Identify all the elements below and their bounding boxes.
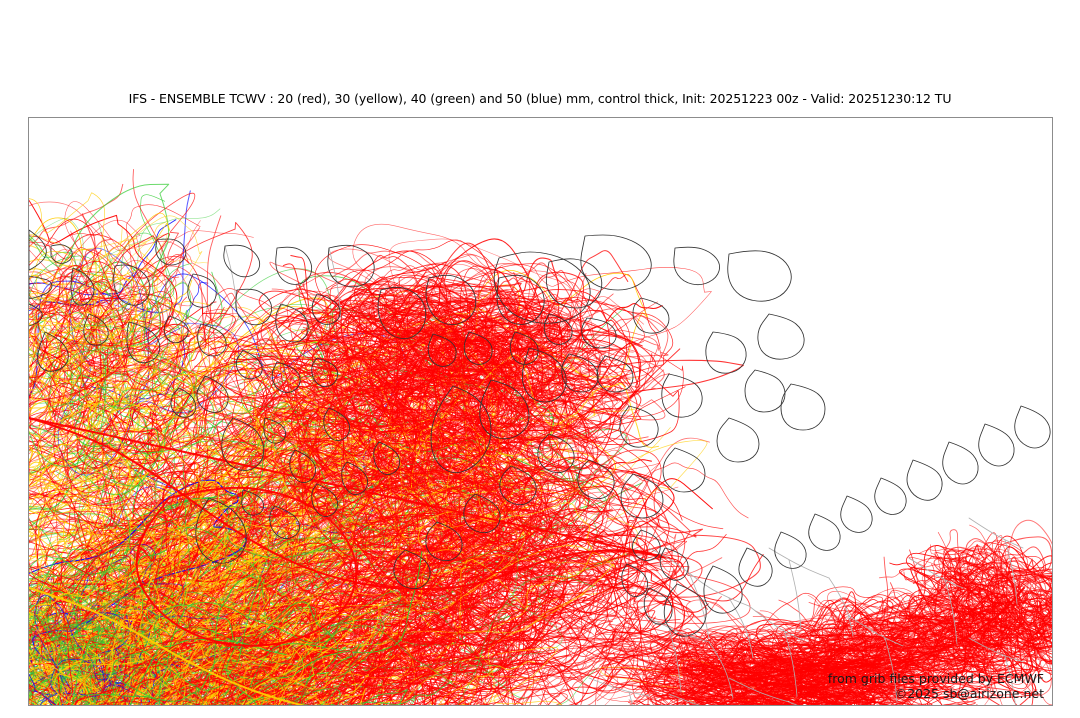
coastline-path <box>943 442 978 484</box>
page-title: IFS - ENSEMBLE TCWV : 20 (red), 30 (yell… <box>0 91 1080 106</box>
country-border-path <box>789 560 801 630</box>
coastline-path <box>907 460 942 500</box>
coastline-path <box>775 532 806 569</box>
coastline-path <box>717 418 759 462</box>
coastline-path <box>875 478 906 515</box>
coastline-path <box>674 247 720 284</box>
coastline-path <box>809 514 840 551</box>
country-border-path <box>225 246 237 310</box>
coastline-path <box>663 448 705 492</box>
country-border-path <box>769 548 829 578</box>
ensemble-contours-layer <box>29 165 1052 705</box>
coastline-path <box>781 384 825 430</box>
coastline-path <box>758 314 804 359</box>
coastline-path <box>728 251 792 301</box>
coastline-path <box>662 374 702 417</box>
coastline-path <box>1015 406 1050 448</box>
coastline-path <box>979 424 1014 466</box>
coastline-path <box>745 370 785 412</box>
coastline-path <box>841 496 872 533</box>
map-frame: from grib files provided by ECMWF ©2025 … <box>28 117 1053 706</box>
coastline-path <box>739 548 772 586</box>
map-canvas <box>29 118 1052 705</box>
